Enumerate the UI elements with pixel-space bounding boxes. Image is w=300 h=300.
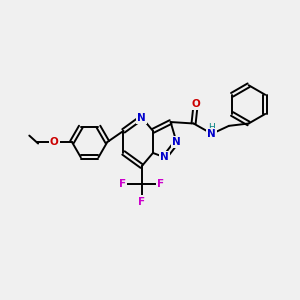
- Text: H: H: [208, 123, 215, 132]
- Text: F: F: [157, 179, 164, 189]
- Text: N: N: [208, 129, 216, 139]
- Text: F: F: [138, 196, 145, 206]
- Text: N: N: [172, 137, 181, 147]
- Text: O: O: [50, 137, 59, 147]
- Text: N: N: [137, 112, 146, 123]
- Text: F: F: [119, 179, 126, 189]
- Text: O: O: [191, 99, 200, 110]
- Text: N: N: [160, 152, 169, 162]
